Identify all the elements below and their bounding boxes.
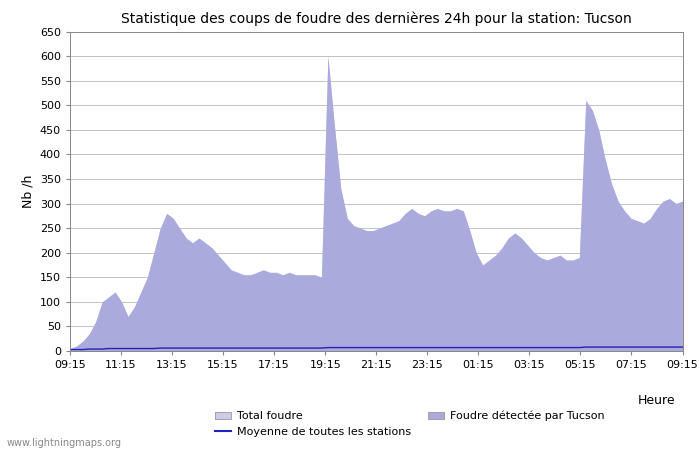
Title: Statistique des coups de foudre des dernières 24h pour la station: Tucson: Statistique des coups de foudre des dern… — [121, 12, 631, 26]
Legend: Total foudre, Moyenne de toutes les stations, Foudre détectée par Tucson: Total foudre, Moyenne de toutes les stat… — [210, 406, 609, 441]
Text: www.lightningmaps.org: www.lightningmaps.org — [7, 438, 122, 448]
Text: Heure: Heure — [638, 394, 676, 407]
Y-axis label: Nb /h: Nb /h — [21, 175, 34, 208]
